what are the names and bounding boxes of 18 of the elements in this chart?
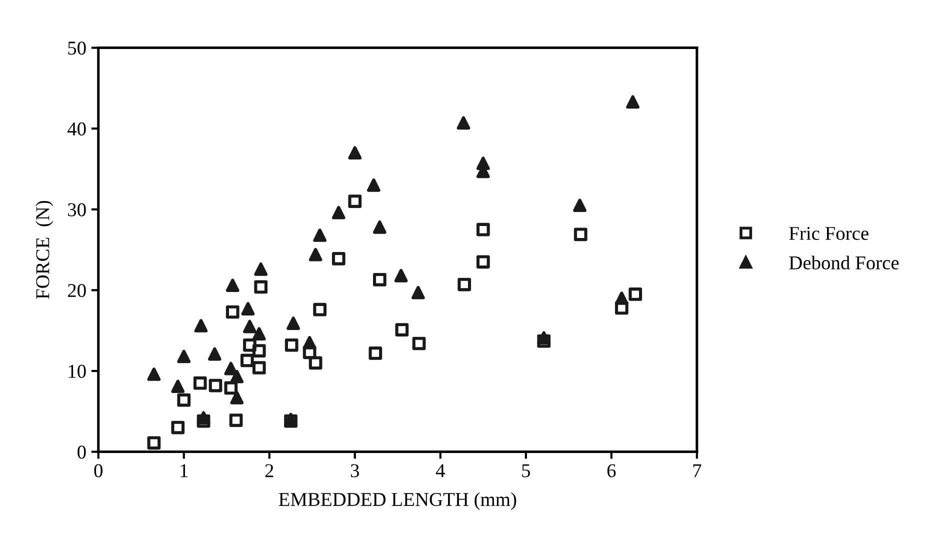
y-axis-title: FORCE (N) [36, 200, 54, 299]
x-tick-label: 0 [94, 464, 102, 478]
x-tick-label: 6 [607, 464, 616, 478]
y-tick-label: 40 [68, 122, 86, 136]
y-tick-label: 0 [78, 446, 86, 459]
x-tick-label: 4 [436, 464, 445, 478]
x-tick-label: 5 [522, 464, 530, 478]
x-tick-label: 7 [693, 464, 702, 478]
x-tick-label: 3 [350, 464, 359, 478]
y-tick-label: 10 [68, 364, 86, 378]
y-tick-label: 50 [68, 42, 86, 55]
y-tick-label: 30 [68, 203, 86, 216]
x-tick-label: 2 [265, 464, 274, 478]
legend-label: Debond Force [789, 256, 899, 270]
legend-label: Fric Force [789, 226, 868, 240]
x-axis-title: EMBEDDED LENGTH (mm) [278, 492, 516, 510]
y-tick-label: 20 [68, 284, 86, 298]
x-tick-label: 1 [180, 464, 188, 478]
